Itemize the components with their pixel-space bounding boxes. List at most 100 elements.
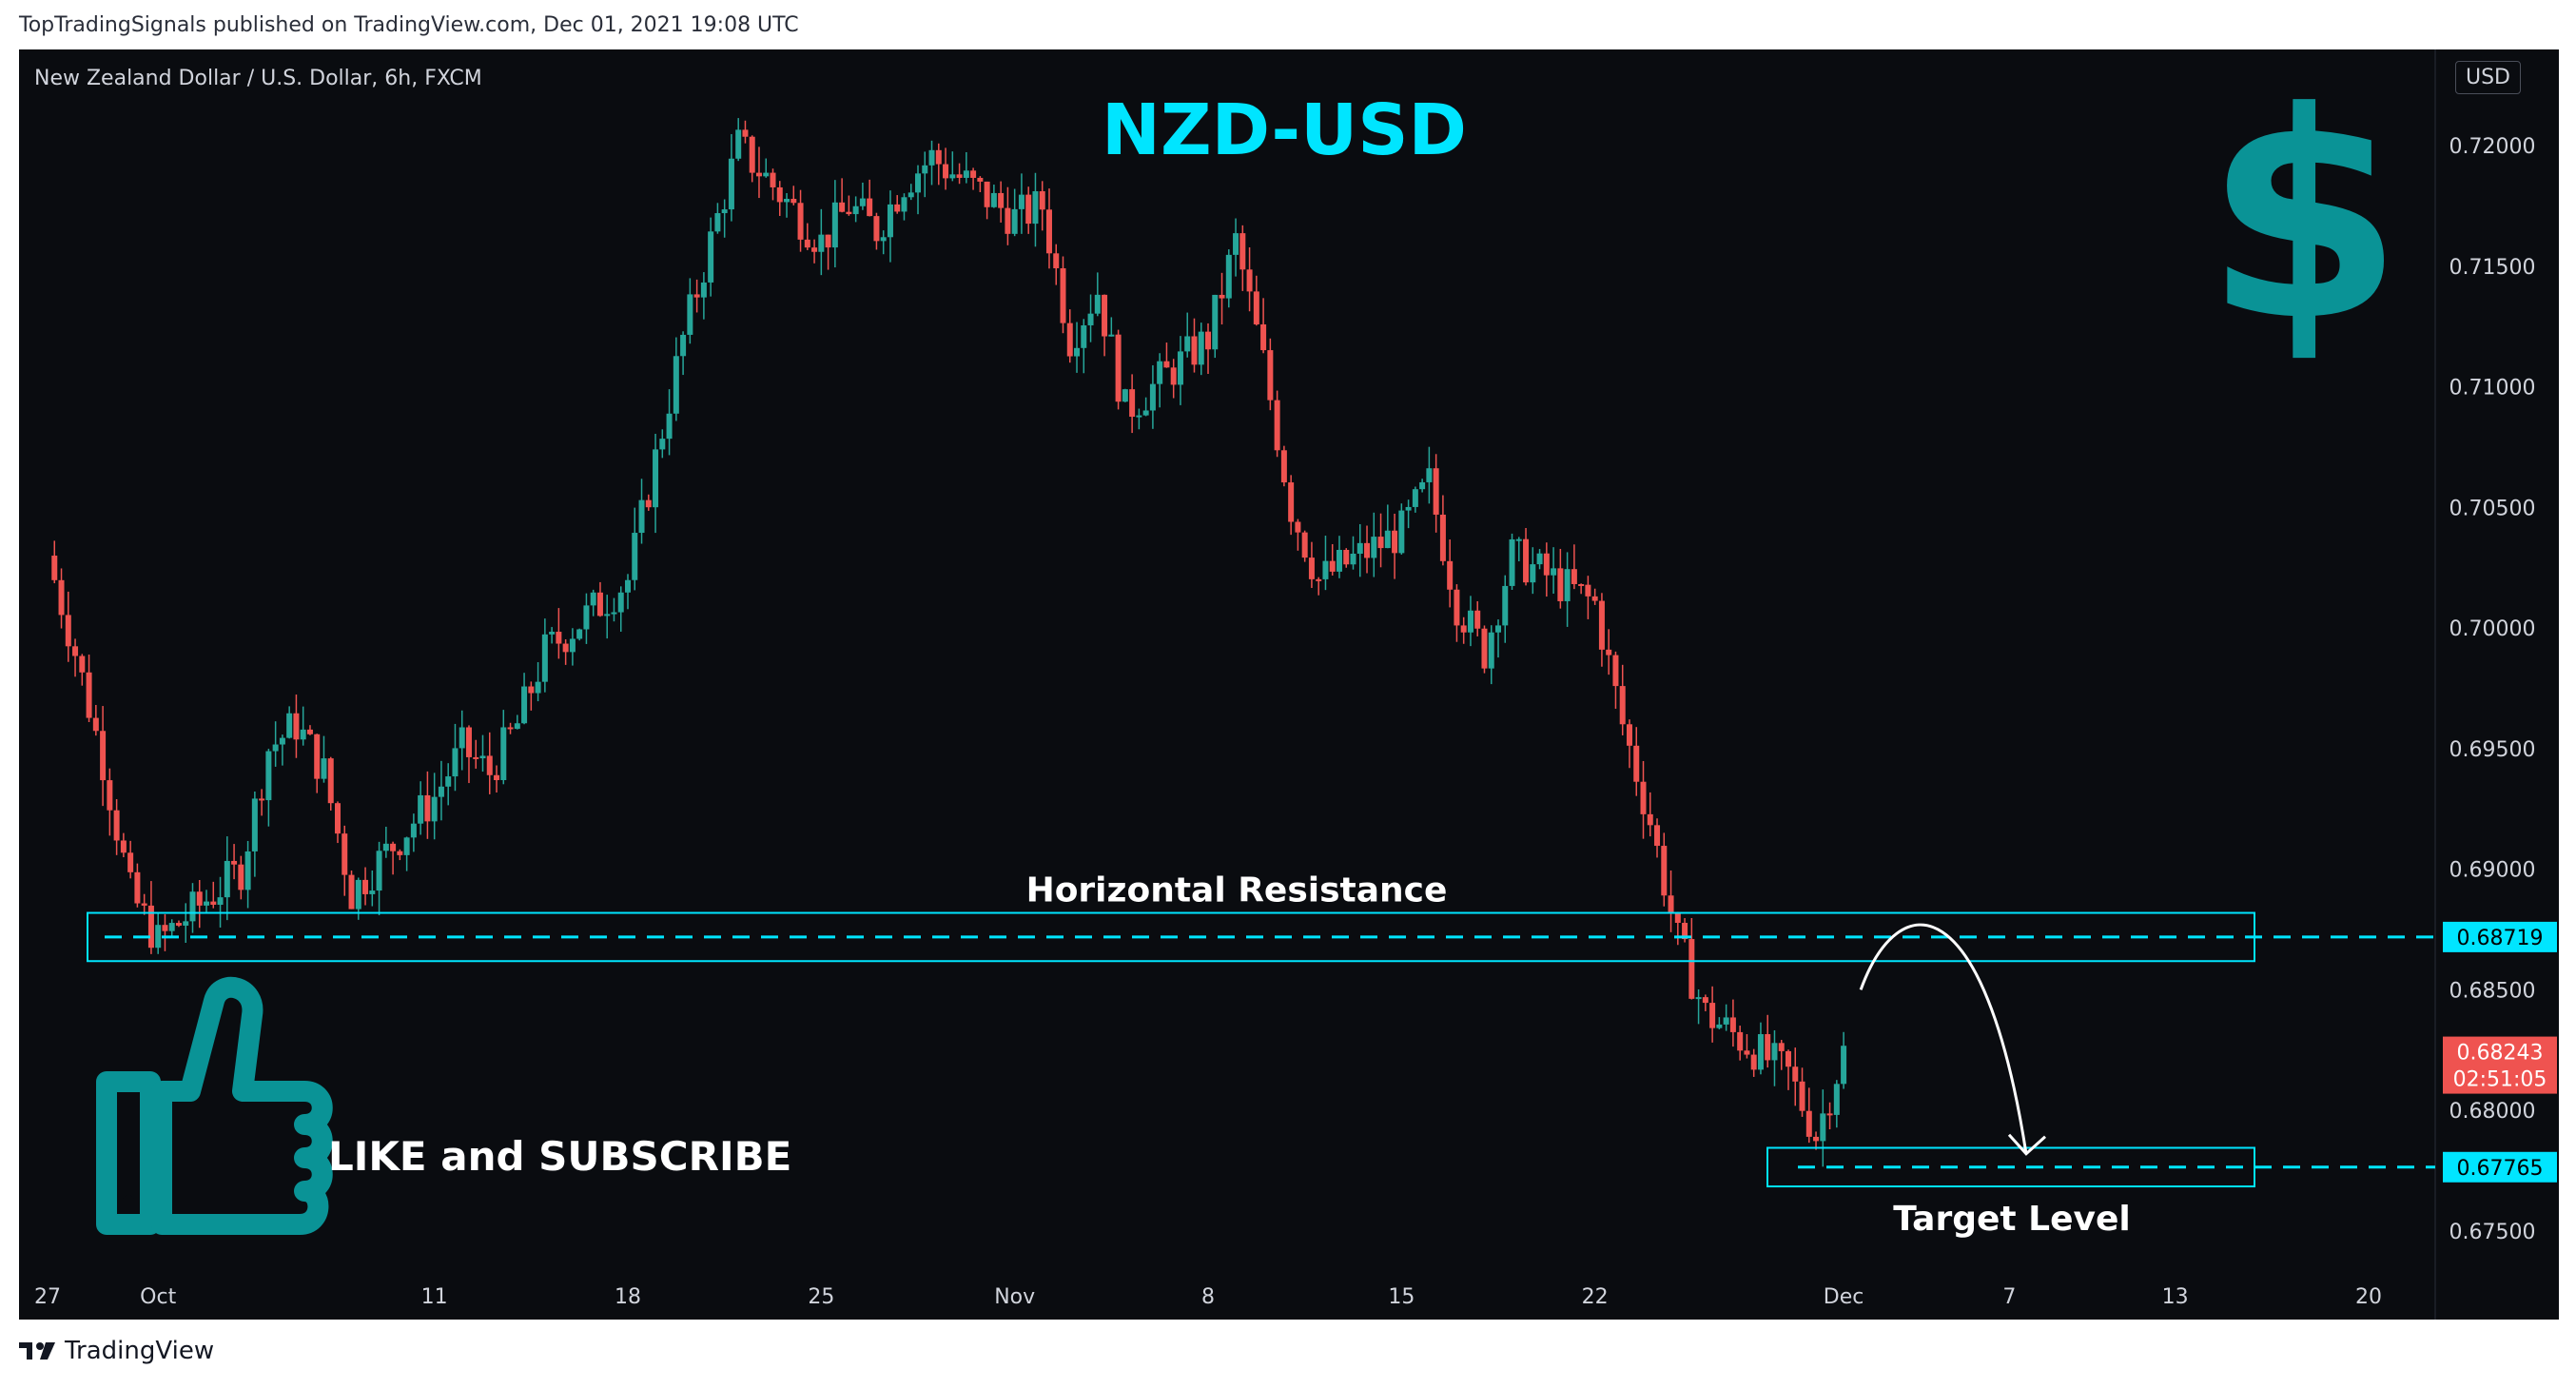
thumbs-up-icon xyxy=(96,976,333,1235)
candle-body xyxy=(846,211,852,215)
candle-body xyxy=(424,794,431,822)
dollar-icon: $ xyxy=(2205,51,2404,383)
candle-body xyxy=(452,748,459,777)
candle-body xyxy=(1688,939,1695,999)
candle-body xyxy=(1163,361,1170,368)
candle-body xyxy=(321,758,327,779)
candle-body xyxy=(1233,233,1239,255)
candle-body xyxy=(286,713,293,738)
symbol-title: New Zealand Dollar / U.S. Dollar, 6h, FX… xyxy=(34,67,482,90)
candle-body xyxy=(1488,632,1494,669)
candle-body xyxy=(990,192,997,207)
candle-body xyxy=(693,294,700,298)
candle-body xyxy=(1274,400,1280,451)
candle-body xyxy=(673,356,679,414)
candle-body xyxy=(410,823,417,838)
current-price-tag-bg xyxy=(2443,1036,2557,1094)
candle-body xyxy=(1805,1110,1812,1137)
candle-body xyxy=(831,202,838,248)
candle-body xyxy=(1316,578,1322,581)
y-tick-label: 0.68500 xyxy=(2449,979,2536,1003)
candle-body xyxy=(1184,336,1191,352)
candle-body xyxy=(65,615,71,647)
candle-body xyxy=(1094,294,1101,314)
candle-body xyxy=(867,198,873,217)
y-tick-label: 0.70500 xyxy=(2449,497,2536,520)
candle-body xyxy=(1619,686,1626,725)
candle-body xyxy=(168,923,175,931)
candle-body xyxy=(1744,1050,1750,1055)
candle-body xyxy=(915,173,921,193)
candle-body xyxy=(362,879,369,894)
target-price-tag: 0.67765 xyxy=(2457,1157,2544,1181)
candle-body xyxy=(970,170,977,178)
candle-body xyxy=(1336,549,1342,572)
candle-body xyxy=(473,756,479,759)
candle-body xyxy=(1426,468,1433,482)
x-tick-label: 18 xyxy=(615,1285,641,1309)
candle-body xyxy=(1191,336,1198,365)
projection-arrow xyxy=(1859,923,2028,1155)
candle-body xyxy=(107,780,113,811)
candle-body xyxy=(1308,558,1315,579)
candle-body xyxy=(583,605,590,630)
candle-body xyxy=(1826,1113,1833,1116)
candle-body xyxy=(1018,194,1025,209)
candle-body xyxy=(1032,191,1039,225)
candle-body xyxy=(742,129,749,137)
candle-body xyxy=(231,860,238,865)
candle-body xyxy=(355,879,361,910)
current-price-tag-countdown: 02:51:05 xyxy=(2453,1068,2547,1092)
footer-brand[interactable]: TradingView xyxy=(19,1337,214,1365)
candle-body xyxy=(880,237,887,242)
candle-body xyxy=(507,727,514,730)
candle-body xyxy=(342,833,348,875)
candle-body xyxy=(569,638,576,653)
candle-body xyxy=(1778,1043,1785,1051)
candle-body xyxy=(1702,997,1708,1004)
candle-body xyxy=(418,794,424,824)
candle-body xyxy=(1384,530,1391,549)
candlestick-chart[interactable]: 0.72000 0.71500 0.71000 0.70500 0.70000 0.695… xyxy=(19,49,2559,1320)
candle-body xyxy=(922,165,928,174)
candle-body xyxy=(1364,542,1371,558)
candle-body xyxy=(1716,1024,1723,1028)
candle-body xyxy=(1585,584,1591,597)
candle-body xyxy=(790,198,797,204)
candle-body xyxy=(1011,208,1018,234)
candle-body xyxy=(1260,323,1267,351)
candle-body xyxy=(479,755,486,759)
candle-body xyxy=(1045,209,1052,254)
candle-body xyxy=(1750,1054,1757,1070)
candle-body xyxy=(1447,560,1454,590)
candle-body xyxy=(1142,410,1149,416)
candle-body xyxy=(1515,538,1522,541)
candle-body xyxy=(486,755,493,775)
candle-body xyxy=(1205,331,1211,350)
candle-body xyxy=(1288,482,1295,522)
currency-badge[interactable]: USD xyxy=(2454,61,2521,94)
candle-body xyxy=(445,776,452,787)
candle-body xyxy=(1246,269,1253,292)
candle-body xyxy=(1481,628,1488,669)
candle-body xyxy=(86,672,92,718)
resistance-label: Horizontal Resistance xyxy=(1026,871,1448,910)
chart-panel[interactable]: 0.72000 0.71500 0.71000 0.70500 0.70000 0.695… xyxy=(19,49,2559,1320)
candle-body xyxy=(638,499,645,534)
candle-body xyxy=(1841,1046,1847,1085)
y-tick-label: 0.71500 xyxy=(2449,256,2536,280)
candle-body xyxy=(175,923,182,926)
candle-body xyxy=(1578,583,1585,586)
candle-body xyxy=(935,149,942,165)
x-tick-label: 13 xyxy=(2162,1285,2189,1309)
candle-body xyxy=(1502,585,1509,626)
x-tick-label: Dec xyxy=(1824,1285,1864,1309)
candle-body xyxy=(72,646,79,656)
candle-body xyxy=(1647,813,1653,826)
candle-body xyxy=(390,843,397,851)
candle-body xyxy=(335,803,341,834)
candle-body xyxy=(818,234,825,252)
candle-body xyxy=(825,234,831,248)
candle-body xyxy=(1177,351,1183,385)
candle-body xyxy=(1674,912,1681,924)
